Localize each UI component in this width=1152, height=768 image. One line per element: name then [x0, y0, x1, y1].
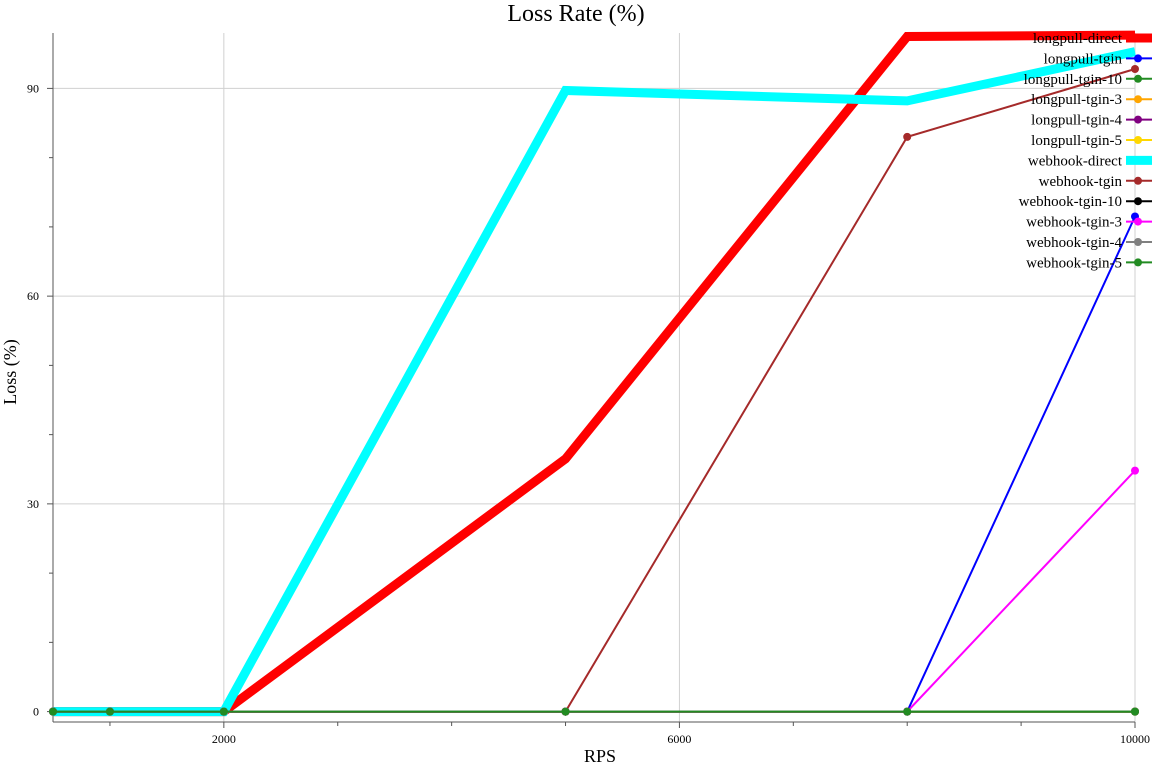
- legend-marker: [1134, 54, 1142, 63]
- legend-label: longpull-direct: [1033, 31, 1123, 47]
- y-axis-label: Loss (%): [0, 339, 21, 405]
- data-point-webhook-tgin-3: [1131, 466, 1139, 475]
- legend-label: webhook-tgin: [1039, 174, 1123, 190]
- x-tick-label: 2000: [212, 732, 236, 746]
- data-point-webhook-tgin-5: [903, 707, 912, 716]
- x-tick-label: 6000: [667, 732, 691, 746]
- legend-label: webhook-direct: [1028, 153, 1123, 169]
- y-tick-label: 60: [27, 289, 39, 303]
- data-point-webhook-tgin-5: [219, 707, 228, 716]
- legend-label: longpull-tgin-4: [1031, 113, 1122, 129]
- legend-label: webhook-tgin-10: [1019, 194, 1122, 210]
- series-lines: [49, 30, 1139, 717]
- legend-item: longpull-direct: [1033, 31, 1152, 47]
- legend-item: longpull-tgin: [1044, 51, 1152, 67]
- y-tick-label: 90: [27, 81, 39, 95]
- series-line-longpull-direct: [53, 30, 1136, 717]
- legend-item: webhook-tgin-10: [1019, 194, 1152, 210]
- legend-label: webhook-tgin-5: [1026, 255, 1122, 271]
- legend-label: webhook-tgin-3: [1026, 215, 1122, 231]
- legend-marker: [1134, 238, 1142, 246]
- legend-label: longpull-tgin: [1044, 51, 1123, 67]
- legend-item: longpull-tgin-5: [1031, 133, 1152, 149]
- legend-marker: [1134, 197, 1142, 206]
- legend-item: webhook-direct: [1028, 153, 1152, 169]
- data-point-webhook-tgin: [903, 132, 912, 141]
- axes: 2000 6000 10000 0 30 60 90: [27, 33, 1150, 746]
- x-axis-label: RPS: [584, 746, 616, 766]
- legend-marker: [1134, 95, 1142, 104]
- legend-label: longpull-tgin-5: [1031, 133, 1122, 149]
- legend-item: longpull-tgin-10: [1024, 72, 1152, 88]
- chart-title: Loss Rate (%): [507, 1, 644, 27]
- series-line-webhook-direct: [53, 47, 1136, 717]
- data-point-webhook-tgin-5: [1131, 707, 1139, 716]
- data-point-webhook-tgin: [1131, 65, 1139, 74]
- series-webhook-tgin-5: [49, 707, 1139, 716]
- grid: [53, 33, 1136, 722]
- series-line-longpull-tgin: [53, 216, 1136, 713]
- legend-item: webhook-tgin-3: [1026, 215, 1152, 231]
- x-tick-label: 10000: [1120, 732, 1150, 746]
- y-tick-label: 30: [27, 497, 39, 511]
- legend-marker: [1134, 136, 1142, 144]
- series-webhook-tgin: [49, 65, 1139, 716]
- legend-label: longpull-tgin-10: [1024, 72, 1122, 88]
- legend-marker: [1134, 258, 1142, 267]
- legend-marker: [1134, 176, 1142, 185]
- data-point-webhook-tgin-5: [561, 707, 570, 716]
- series-line-webhook-tgin-3: [53, 469, 1136, 713]
- legend-item: webhook-tgin-4: [1026, 235, 1152, 251]
- legend-item: longpull-tgin-3: [1031, 92, 1152, 108]
- legend-item: webhook-tgin: [1039, 174, 1152, 190]
- legend-item: webhook-tgin-5: [1026, 255, 1152, 271]
- series-longpull-direct: [53, 30, 1136, 717]
- legend-marker: [1134, 115, 1142, 124]
- legend-label: longpull-tgin-3: [1031, 92, 1122, 108]
- legend-label: webhook-tgin-4: [1026, 235, 1122, 251]
- legend-marker: [1134, 74, 1142, 83]
- legend: longpull-direct longpull-tgin longpull-tgi…: [1019, 31, 1152, 271]
- y-tick-label: 0: [33, 705, 39, 719]
- legend-item: longpull-tgin-4: [1031, 113, 1152, 129]
- data-point-webhook-tgin-5: [49, 707, 57, 716]
- series-webhook-direct: [53, 47, 1136, 717]
- data-point-webhook-tgin-5: [105, 707, 114, 716]
- legend-marker: [1134, 217, 1142, 226]
- series-line-webhook-tgin: [53, 68, 1136, 713]
